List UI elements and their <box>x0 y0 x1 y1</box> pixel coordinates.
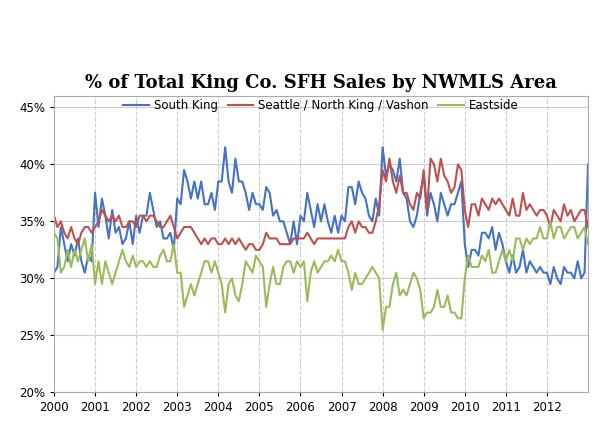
Seattle / North King / Vashon <box>242 247 249 252</box>
Line: South King: South King <box>54 147 600 284</box>
South King <box>221 145 229 150</box>
Eastside <box>61 264 68 269</box>
Eastside <box>379 327 386 332</box>
South King <box>177 201 184 207</box>
Seattle / North King / Vashon <box>122 225 130 230</box>
Seattle / North King / Vashon <box>386 156 393 161</box>
South King <box>287 242 294 247</box>
Eastside <box>598 219 600 224</box>
Seattle / North King / Vashon <box>287 242 294 247</box>
South King <box>547 282 554 287</box>
Eastside <box>50 230 58 235</box>
Line: Seattle / North King / Vashon: Seattle / North King / Vashon <box>54 159 600 250</box>
Eastside <box>122 259 130 264</box>
Legend: South King, Seattle / North King / Vashon, Eastside: South King, Seattle / North King / Vasho… <box>124 99 518 112</box>
South King <box>122 236 130 241</box>
Seattle / North King / Vashon <box>50 213 58 218</box>
Eastside <box>177 270 184 275</box>
South King <box>61 242 68 247</box>
Seattle / North King / Vashon <box>177 230 184 235</box>
Line: Eastside: Eastside <box>54 210 600 330</box>
Title: % of Total King Co. SFH Sales by NWMLS Area: % of Total King Co. SFH Sales by NWMLS A… <box>85 74 557 92</box>
Eastside <box>283 259 290 264</box>
Seattle / North King / Vashon <box>61 230 68 235</box>
South King <box>50 270 58 275</box>
